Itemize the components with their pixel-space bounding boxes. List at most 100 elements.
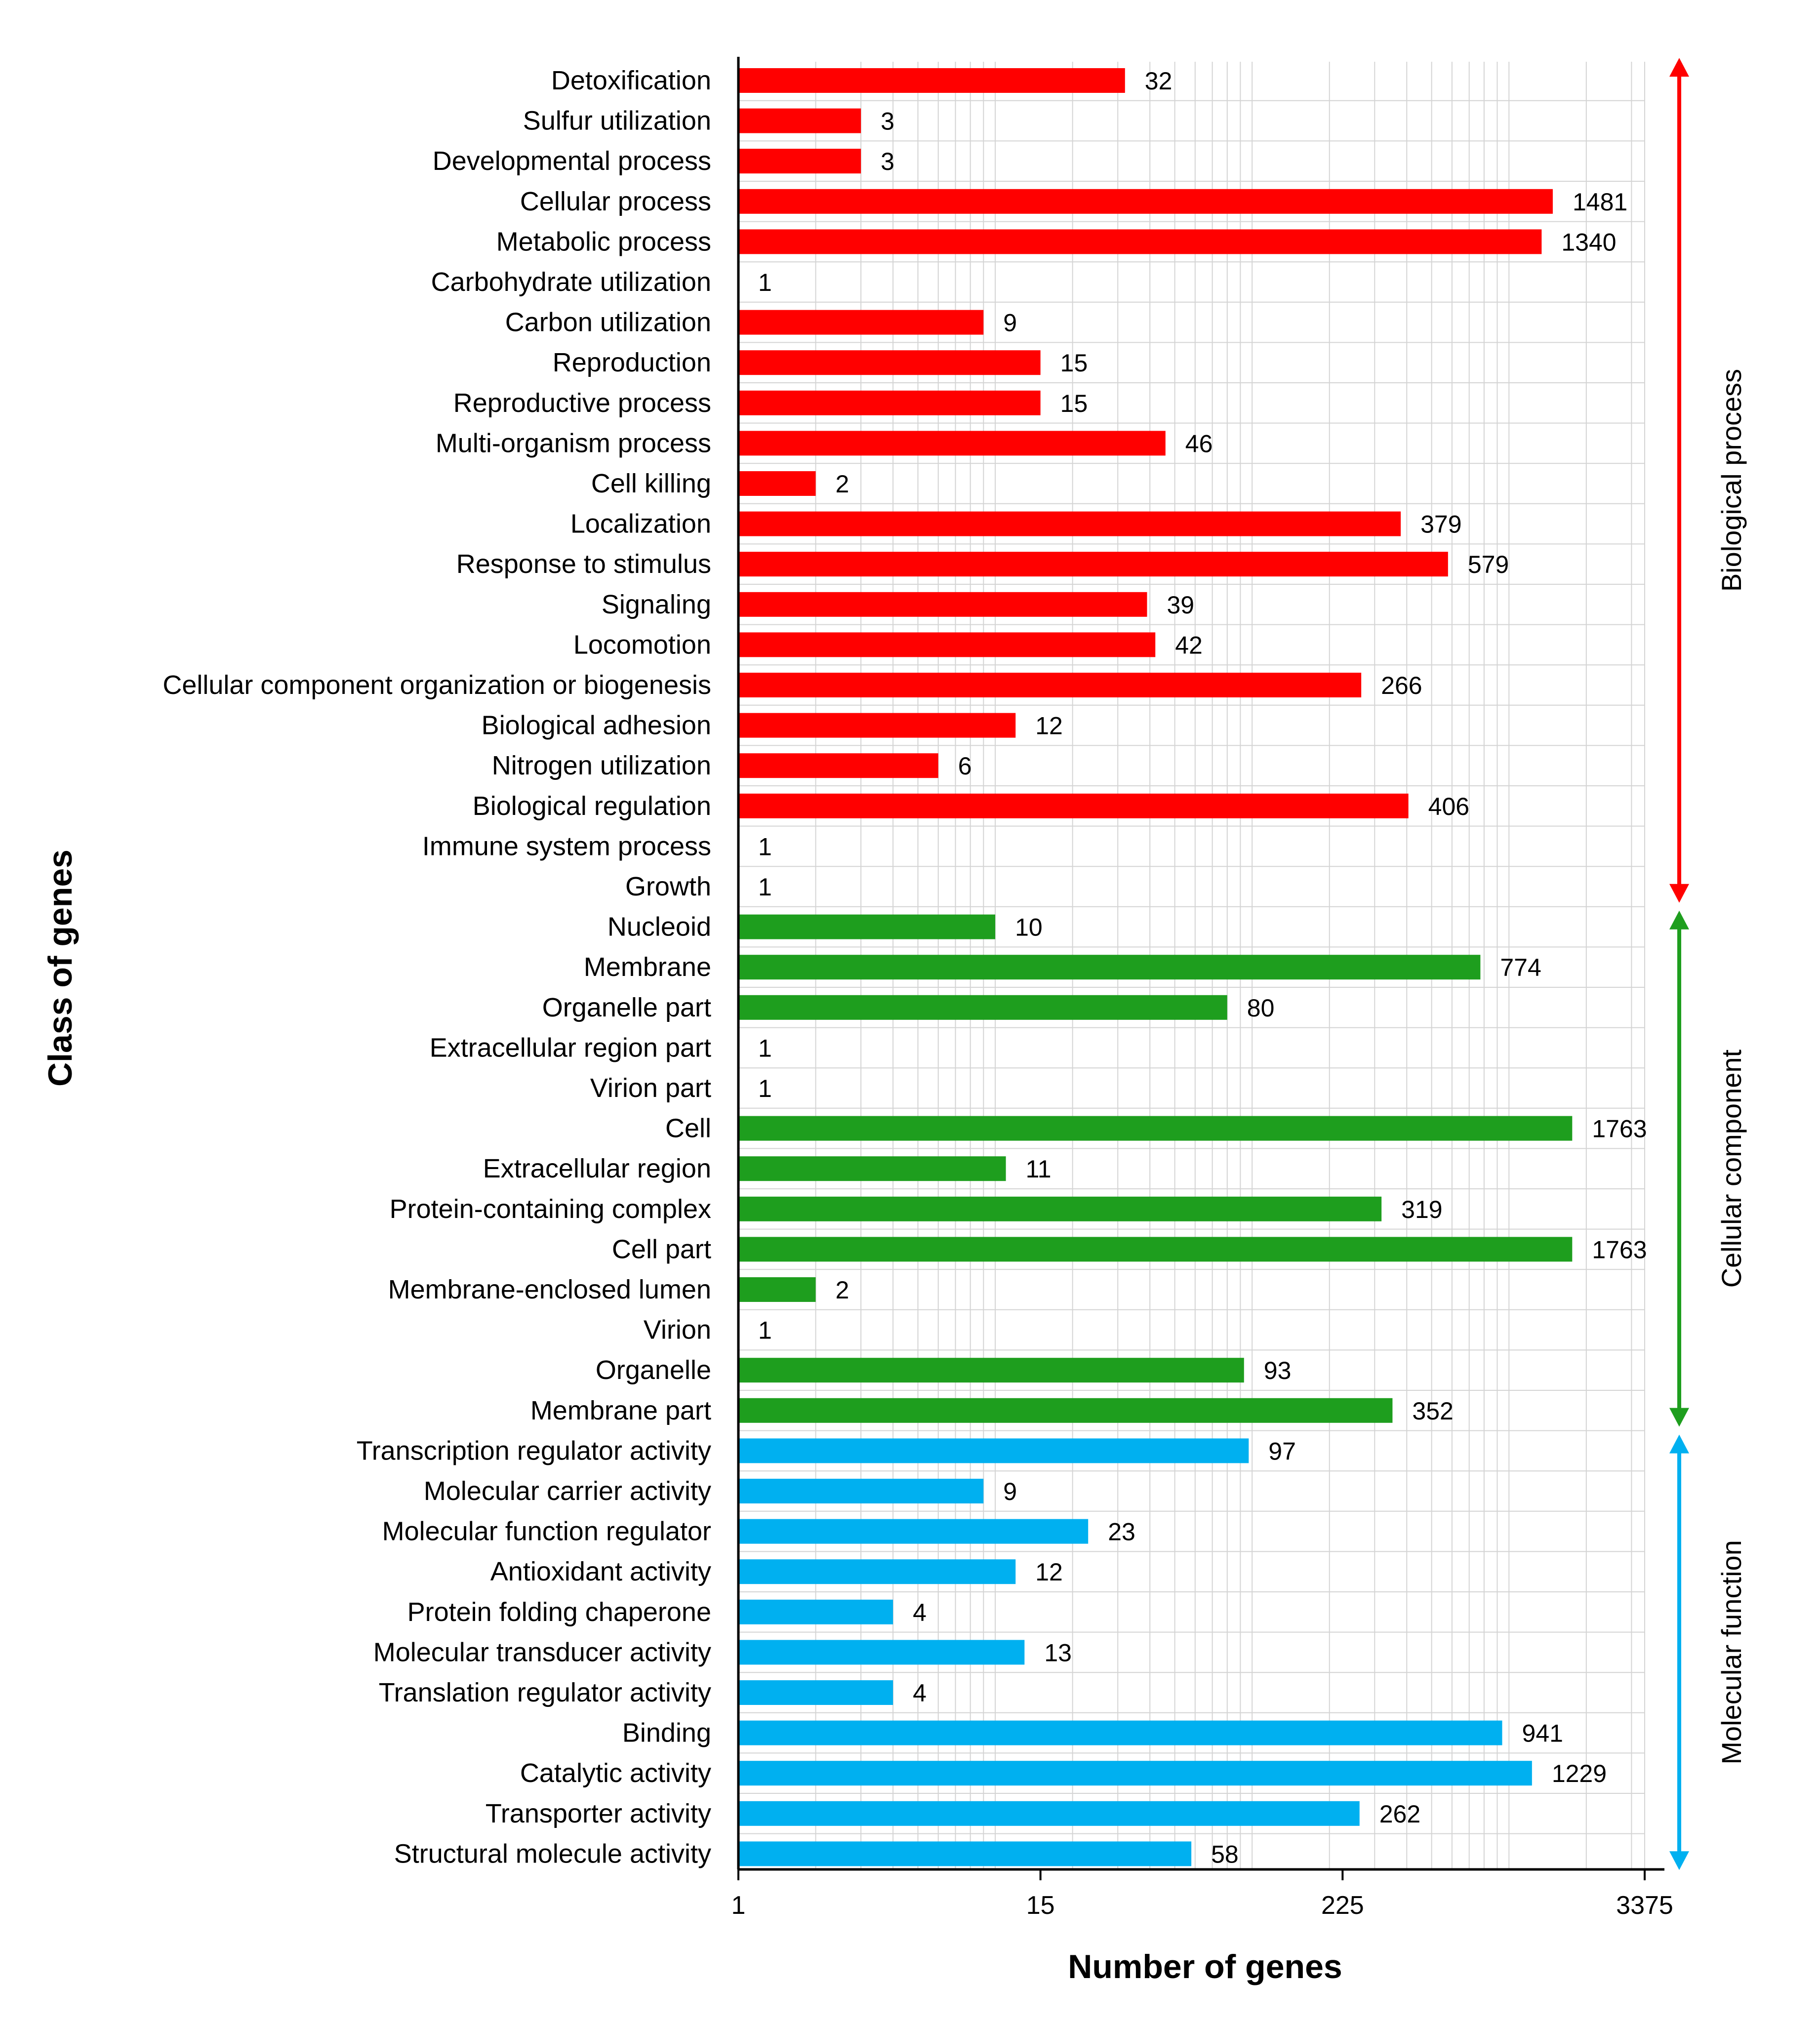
bar-membrane xyxy=(738,955,1481,980)
value-label-nucleoid: 10 xyxy=(1015,914,1043,941)
value-label-cellular-process: 1481 xyxy=(1573,188,1627,216)
category-label-localization: Localization xyxy=(570,509,711,539)
category-label-membrane-part: Membrane part xyxy=(530,1396,711,1425)
bar-reproduction xyxy=(738,350,1041,375)
value-label-cell-part: 1763 xyxy=(1592,1236,1647,1263)
value-label-transporter-activity: 262 xyxy=(1379,1800,1420,1828)
category-label-locomotion: Locomotion xyxy=(573,630,711,659)
value-label-carbohydrate-utilization: 1 xyxy=(758,269,772,296)
category-label-response-to-stimulus: Response to stimulus xyxy=(456,549,711,579)
value-label-virion-part: 1 xyxy=(758,1075,772,1102)
value-label-cell-killing: 2 xyxy=(836,470,849,498)
value-label-carbon-utilization: 9 xyxy=(1003,309,1017,337)
bracket-top-arrow-molecular-function xyxy=(1669,1434,1689,1454)
category-label-transcription-regulator-activity: Transcription regulator activity xyxy=(357,1436,711,1465)
value-label-signaling: 39 xyxy=(1167,591,1194,619)
category-label-detoxification: Detoxification xyxy=(551,66,711,95)
category-label-extracellular-region-part: Extracellular region part xyxy=(430,1033,711,1062)
axes: 1 15 225 3375 xyxy=(731,57,1673,1920)
category-labels: Detoxification Sulfur utilization Developm… xyxy=(162,66,711,1868)
bar-antioxidant-activity xyxy=(738,1559,1016,1584)
value-label-immune-system-process: 1 xyxy=(758,833,772,860)
bar-developmental-process xyxy=(738,149,861,174)
category-label-immune-system-process: Immune system process xyxy=(422,831,711,861)
category-label-molecular-carrier-activity: Molecular carrier activity xyxy=(424,1476,711,1506)
group-title-cellular-component: Cellular component xyxy=(1716,1050,1747,1288)
category-label-virion-part: Virion part xyxy=(590,1073,711,1103)
value-label-molecular-transducer-activity: 13 xyxy=(1044,1639,1072,1666)
value-label-protein-containing-complex: 319 xyxy=(1401,1196,1442,1223)
category-label-binding: Binding xyxy=(622,1718,711,1748)
bar-nucleoid xyxy=(738,914,996,939)
bar-cellular-component-organization-or-biogenesis xyxy=(738,673,1362,697)
category-label-developmental-process: Developmental process xyxy=(433,146,711,176)
value-label-antioxidant-activity: 12 xyxy=(1035,1558,1063,1586)
bar-organelle-part xyxy=(738,995,1227,1020)
category-label-transporter-activity: Transporter activity xyxy=(485,1799,711,1828)
value-label-cellular-component-organization-or-biogenesis: 266 xyxy=(1381,672,1422,699)
x-tick-label-1: 1 xyxy=(731,1891,746,1920)
category-label-molecular-transducer-activity: Molecular transducer activity xyxy=(373,1637,711,1667)
bar-extracellular-region xyxy=(738,1156,1006,1181)
value-label-molecular-function-regulator: 23 xyxy=(1108,1518,1135,1546)
bar-protein-containing-complex xyxy=(738,1196,1382,1221)
group-title-molecular-function: Molecular function xyxy=(1716,1540,1747,1764)
bar-binding xyxy=(738,1720,1502,1745)
bar-biological-regulation xyxy=(738,793,1409,818)
bar-cell-killing xyxy=(738,471,816,496)
bar-transporter-activity xyxy=(738,1801,1360,1826)
bar-cell xyxy=(738,1116,1573,1141)
value-label-growth: 1 xyxy=(758,873,772,901)
value-label-sulfur-utilization: 3 xyxy=(881,108,894,135)
bar-carbon-utilization xyxy=(738,310,984,335)
bar-protein-folding-chaperone xyxy=(738,1599,893,1624)
value-label-extracellular-region: 11 xyxy=(1026,1155,1052,1183)
value-label-molecular-carrier-activity: 9 xyxy=(1003,1478,1017,1505)
bracket-bottom-arrow-molecular-function xyxy=(1669,1851,1689,1870)
category-label-carbon-utilization: Carbon utilization xyxy=(505,308,711,337)
category-label-cell-part: Cell part xyxy=(612,1234,711,1264)
bar-detoxification xyxy=(738,68,1125,93)
x-tick-label-3375: 3375 xyxy=(1616,1891,1673,1920)
category-label-cellular-process: Cellular process xyxy=(520,187,711,216)
category-label-signaling: Signaling xyxy=(602,590,711,619)
category-label-structural-molecule-activity: Structural molecule activity xyxy=(394,1839,711,1868)
value-label-binding: 941 xyxy=(1522,1720,1563,1747)
category-label-organelle-part: Organelle part xyxy=(542,993,711,1022)
value-labels: 3233148113401915154623795793942266126406… xyxy=(758,67,1647,1868)
value-label-multi-organism-process: 46 xyxy=(1185,430,1213,457)
value-label-transcription-regulator-activity: 97 xyxy=(1268,1437,1296,1465)
category-label-virion: Virion xyxy=(644,1315,711,1345)
value-label-reproduction: 15 xyxy=(1060,349,1088,377)
bar-catalytic-activity xyxy=(738,1761,1532,1786)
category-label-reproductive-process: Reproductive process xyxy=(453,388,711,418)
category-label-biological-adhesion: Biological adhesion xyxy=(482,711,711,740)
value-label-biological-adhesion: 12 xyxy=(1035,712,1063,740)
category-label-membrane: Membrane xyxy=(584,952,711,982)
bar-reproductive-process xyxy=(738,390,1041,415)
value-label-organelle-part: 80 xyxy=(1247,994,1275,1022)
bar-membrane-part xyxy=(738,1398,1393,1423)
category-label-multi-organism-process: Multi-organism process xyxy=(436,428,711,458)
category-label-carbohydrate-utilization: Carbohydrate utilization xyxy=(431,267,711,297)
value-label-catalytic-activity: 1229 xyxy=(1552,1760,1607,1787)
category-label-organelle: Organelle xyxy=(596,1355,711,1385)
value-label-membrane-enclosed-lumen: 2 xyxy=(836,1276,849,1304)
category-label-protein-containing-complex: Protein-containing complex xyxy=(390,1194,711,1224)
category-label-cell: Cell xyxy=(665,1114,711,1143)
bar-locomotion xyxy=(738,632,1156,657)
bar-translation-regulator-activity xyxy=(738,1680,893,1705)
bar-molecular-function-regulator xyxy=(738,1519,1089,1544)
category-label-cell-killing: Cell killing xyxy=(591,469,711,498)
bar-signaling xyxy=(738,592,1147,617)
value-label-structural-molecule-activity: 58 xyxy=(1211,1840,1239,1868)
value-label-response-to-stimulus: 579 xyxy=(1468,551,1509,578)
bar-cell-part xyxy=(738,1237,1573,1262)
bracket-bottom-arrow-biological-process xyxy=(1669,884,1689,903)
category-label-protein-folding-chaperone: Protein folding chaperone xyxy=(407,1597,711,1627)
group-brackets: Biological process Cellular component Mole… xyxy=(1669,58,1747,1870)
bracket-bottom-arrow-cellular-component xyxy=(1669,1408,1689,1427)
category-label-translation-regulator-activity: Translation regulator activity xyxy=(379,1678,711,1707)
value-label-membrane: 774 xyxy=(1500,954,1541,981)
